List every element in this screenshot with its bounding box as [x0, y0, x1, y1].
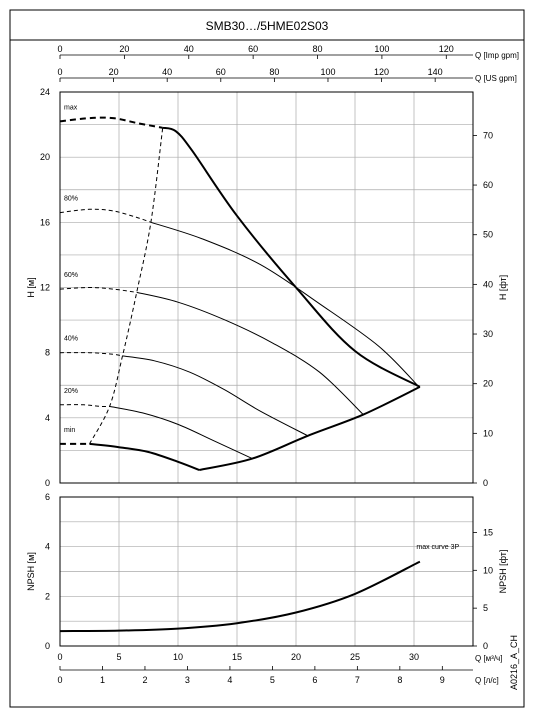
top-axis-tick-label: 60 [248, 44, 258, 54]
y-tick-label: 16 [40, 217, 50, 227]
y-tick-label: 2 [45, 591, 50, 601]
y-axis-title: NPSH [м] [26, 552, 36, 591]
y-right-tick-label: 5 [483, 603, 488, 613]
x-tick-label: 10 [173, 652, 183, 662]
plot-frame [59, 91, 474, 484]
top-axis-tick-label: 80 [269, 67, 279, 77]
y-right-tick-label: 30 [483, 329, 493, 339]
document-code: A0216_A_CH [509, 635, 519, 690]
top-axis-tick-label: 0 [57, 44, 62, 54]
series-dashed-max [89, 127, 164, 445]
series-line-max [162, 126, 421, 388]
top-axis-tick-label: 80 [313, 44, 323, 54]
bottom-axis-tick-label: 2 [142, 675, 147, 685]
series-dashed-80% [59, 208, 152, 223]
chart-title: SMB30…/5HME02S03 [206, 19, 329, 33]
curve-label: 40% [64, 336, 78, 343]
plot-frame [59, 496, 474, 647]
series-line-40% [122, 355, 309, 437]
y-right-tick-label: 40 [483, 279, 493, 289]
top-axis-tick-label: 140 [428, 67, 443, 77]
y-tick-label: 0 [45, 478, 50, 488]
x-tick-label: 30 [409, 652, 419, 662]
head-chart: 0 4 8 12 16 20 24 0 10 20 30 40 50 60 70 H [м] H [фт] 0 20… [26, 44, 519, 488]
bottom-axis-title: Q [л/с] [475, 676, 499, 685]
top-axis-title: Q [Imp gpm] [475, 51, 519, 60]
y-right-tick-label: 60 [483, 180, 493, 190]
top-axis-tick-label: 20 [119, 44, 129, 54]
bottom-axis-tick-label: 6 [312, 675, 317, 685]
y-tick-label: 6 [45, 492, 50, 502]
y-right-tick-label: 0 [483, 478, 488, 488]
y-right-axis-title: H [фт] [498, 275, 508, 300]
top-axis-tick-label: 100 [320, 67, 335, 77]
y-tick-label: 20 [40, 152, 50, 162]
series-dashed-60% [59, 286, 137, 293]
curve-label: min [64, 427, 75, 434]
series-line-max [198, 386, 421, 471]
series-dashed-20% [59, 404, 110, 408]
y-tick-label: 24 [40, 87, 50, 97]
bottom-axis-tick-label: 4 [227, 675, 232, 685]
top-axis-tick-label: 60 [216, 67, 226, 77]
npsh-series-line [59, 560, 421, 633]
y-right-tick-label: 10 [483, 565, 493, 575]
y-tick-label: 8 [45, 348, 50, 358]
y-right-tick-label: 50 [483, 230, 493, 240]
curve-label: 80% [64, 196, 78, 203]
y-tick-label: 0 [45, 641, 50, 651]
npsh-series-label: max curve 3P [416, 544, 459, 551]
y-right-tick-label: 15 [483, 527, 493, 537]
top-axis-tick-label: 120 [439, 44, 454, 54]
y-tick-label: 12 [40, 283, 50, 293]
y-right-tick-label: 20 [483, 379, 493, 389]
top-axis-tick-label: 120 [374, 67, 389, 77]
bottom-axis-tick-label: 0 [57, 675, 62, 685]
x-tick-label: 20 [291, 652, 301, 662]
y-tick-label: 4 [45, 542, 50, 552]
bottom-axis-tick-label: 7 [355, 675, 360, 685]
x-tick-label: 15 [232, 652, 242, 662]
curve-label: max [64, 104, 78, 111]
bottom-axis-tick-label: 1 [100, 675, 105, 685]
x-tick-label: 5 [116, 652, 121, 662]
y-axis-title: H [м] [26, 277, 36, 297]
top-axis-tick-label: 100 [374, 44, 389, 54]
y-right-tick-label: 0 [483, 641, 488, 651]
y-right-tick-label: 70 [483, 130, 493, 140]
bottom-axis-tick-label: 3 [185, 675, 190, 685]
bottom-axis-tick-label: 5 [270, 675, 275, 685]
top-axis-tick-label: 40 [162, 67, 172, 77]
x-tick-label: 0 [57, 652, 62, 662]
x-axis-title: Q [м³/ч] [475, 654, 502, 663]
bottom-axis-tick-label: 8 [397, 675, 402, 685]
series-line-min [89, 442, 200, 471]
y-right-axis-title: NPSH [фт] [498, 550, 508, 594]
series-dashed-40% [59, 352, 123, 357]
outer-frame [9, 9, 525, 708]
x-tick-label: 25 [350, 652, 360, 662]
series-dashed-max [59, 116, 163, 129]
curve-label: 60% [64, 272, 78, 279]
bottom-axis-tick-label: 9 [440, 675, 445, 685]
y-tick-label: 4 [45, 413, 50, 423]
curve-label: 20% [64, 388, 78, 395]
series-line-20% [109, 405, 253, 460]
series-line-80% [150, 221, 418, 386]
y-right-tick-label: 10 [483, 428, 493, 438]
series-line-60% [136, 291, 364, 415]
top-axis-tick-label: 0 [57, 67, 62, 77]
top-axis-title: Q [US gpm] [475, 74, 517, 83]
top-axis-tick-label: 40 [184, 44, 194, 54]
top-axis-tick-label: 20 [109, 67, 119, 77]
